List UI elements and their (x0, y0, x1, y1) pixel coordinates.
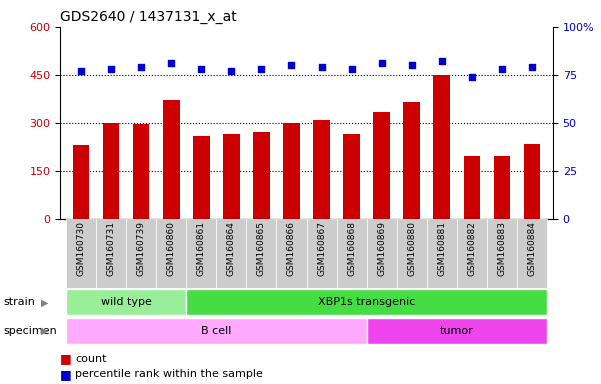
Point (257, 66, 266, 72)
Bar (397, 219, 427, 288)
Point (467, 74, 477, 80)
Bar (156, 219, 186, 288)
Bar (367, 318, 547, 344)
Point (287, 62, 296, 68)
Text: GSM160867: GSM160867 (317, 221, 326, 276)
Bar (343, 134, 360, 219)
Text: GSM160731: GSM160731 (107, 221, 115, 276)
Bar (373, 112, 390, 219)
Text: GDS2640 / 1437131_x_at: GDS2640 / 1437131_x_at (60, 10, 237, 25)
Bar (517, 219, 547, 288)
Point (197, 66, 206, 72)
Bar (193, 136, 210, 219)
Text: wild type: wild type (101, 297, 151, 308)
Point (497, 66, 507, 72)
Text: GSM160884: GSM160884 (528, 221, 536, 276)
Point (377, 60, 386, 66)
Point (166, 60, 176, 66)
Point (227, 68, 236, 74)
Bar (133, 124, 150, 219)
Bar (186, 219, 216, 288)
Text: ■: ■ (60, 368, 72, 381)
Bar (523, 144, 540, 219)
Point (347, 66, 356, 72)
Text: ▶: ▶ (41, 297, 49, 308)
Text: GSM160739: GSM160739 (137, 221, 145, 276)
Text: GSM160865: GSM160865 (257, 221, 266, 276)
Text: GSM160869: GSM160869 (377, 221, 386, 276)
Bar (103, 123, 120, 219)
Text: GSM160868: GSM160868 (347, 221, 356, 276)
Bar (253, 132, 270, 219)
Bar (186, 290, 547, 315)
Text: strain: strain (3, 297, 35, 308)
Bar (246, 219, 276, 288)
Bar (487, 219, 517, 288)
Bar (283, 123, 300, 219)
Text: ■: ■ (60, 353, 72, 366)
Bar (66, 219, 96, 288)
Text: GSM160866: GSM160866 (287, 221, 296, 276)
Bar (96, 219, 126, 288)
Text: tumor: tumor (440, 326, 474, 336)
Bar (223, 134, 240, 219)
Text: GSM160860: GSM160860 (167, 221, 175, 276)
Text: GSM160882: GSM160882 (468, 221, 476, 276)
Bar (457, 219, 487, 288)
Bar (403, 102, 420, 219)
Bar (307, 219, 337, 288)
Bar (126, 219, 156, 288)
Bar (463, 157, 480, 219)
Point (527, 64, 537, 70)
Text: ▶: ▶ (41, 326, 49, 336)
Text: percentile rank within the sample: percentile rank within the sample (75, 369, 263, 379)
Bar (433, 75, 450, 219)
Text: GSM160730: GSM160730 (77, 221, 85, 276)
Bar (73, 145, 90, 219)
Bar (427, 219, 457, 288)
Point (106, 66, 116, 72)
Text: GSM160883: GSM160883 (498, 221, 506, 276)
Bar (337, 219, 367, 288)
Text: XBP1s transgenic: XBP1s transgenic (318, 297, 415, 308)
Bar (276, 219, 307, 288)
Bar (66, 318, 367, 344)
Bar (163, 101, 180, 219)
Text: count: count (75, 354, 106, 364)
Point (317, 64, 326, 70)
Point (437, 58, 447, 65)
Point (76, 68, 86, 74)
Text: specimen: specimen (3, 326, 56, 336)
Text: GSM160881: GSM160881 (438, 221, 446, 276)
Text: GSM160880: GSM160880 (407, 221, 416, 276)
Bar (367, 219, 397, 288)
Bar (493, 157, 510, 219)
Text: GSM160864: GSM160864 (227, 221, 236, 276)
Bar (313, 120, 330, 219)
Bar (66, 290, 186, 315)
Point (136, 64, 146, 70)
Bar (216, 219, 246, 288)
Text: GSM160861: GSM160861 (197, 221, 206, 276)
Point (407, 62, 416, 68)
Text: B cell: B cell (201, 326, 231, 336)
